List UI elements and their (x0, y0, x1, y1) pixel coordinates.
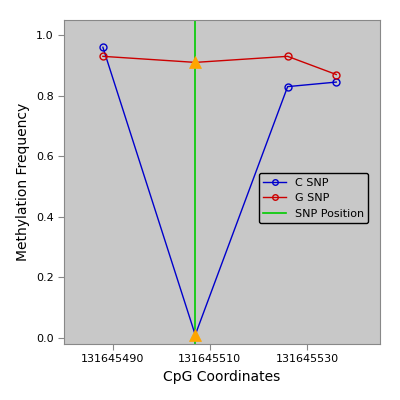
Legend: C SNP, G SNP, SNP Position: C SNP, G SNP, SNP Position (259, 173, 368, 223)
X-axis label: CpG Coordinates: CpG Coordinates (163, 370, 281, 384)
Y-axis label: Methylation Frequency: Methylation Frequency (16, 103, 30, 261)
